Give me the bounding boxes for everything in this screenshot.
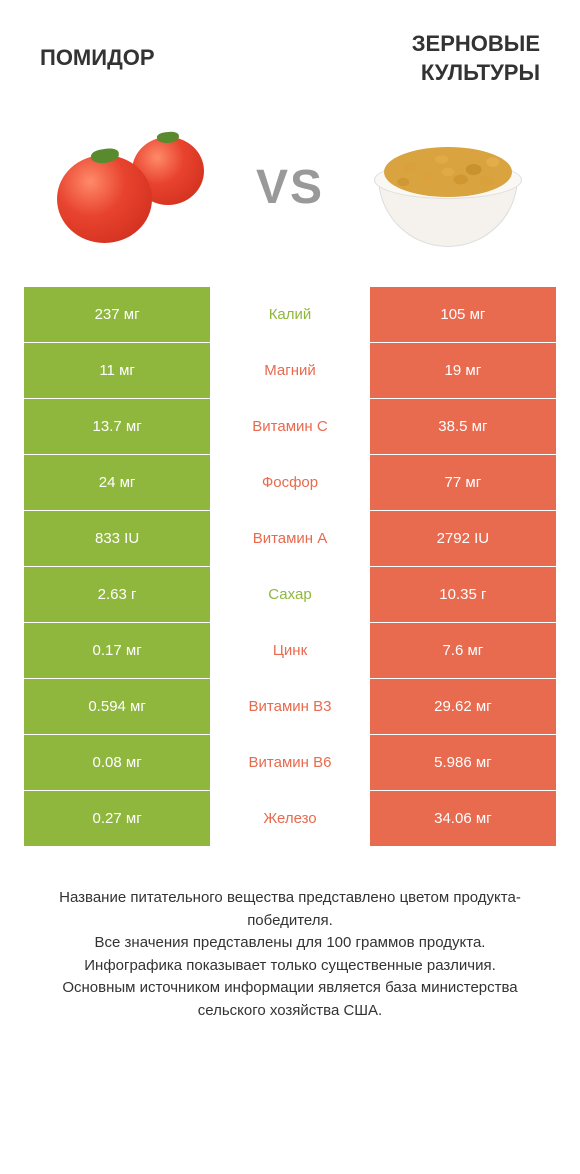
cell-right-value: 19 мг bbox=[370, 343, 556, 398]
table-row: 0.17 мгЦинк7.6 мг bbox=[24, 623, 556, 679]
cell-left-value: 0.17 мг bbox=[24, 623, 210, 678]
title-right: ЗЕРНОВЫЕ КУЛЬТУРЫ bbox=[290, 30, 540, 87]
cell-left-value: 0.594 мг bbox=[24, 679, 210, 734]
title-left: ПОМИДОР bbox=[40, 30, 290, 87]
cell-nutrient-label: Витамин C bbox=[210, 399, 370, 454]
cell-left-value: 24 мг bbox=[24, 455, 210, 510]
images-row: VS bbox=[0, 107, 580, 287]
cell-right-value: 77 мг bbox=[370, 455, 556, 510]
table-row: 0.27 мгЖелезо34.06 мг bbox=[24, 791, 556, 847]
cell-right-value: 10.35 г bbox=[370, 567, 556, 622]
cell-left-value: 237 мг bbox=[24, 287, 210, 342]
cell-nutrient-label: Цинк bbox=[210, 623, 370, 678]
cell-right-value: 2792 IU bbox=[370, 511, 556, 566]
footer-line: Основным источником информации является … bbox=[30, 977, 550, 1022]
cell-right-value: 5.986 мг bbox=[370, 735, 556, 790]
cereal-image bbox=[368, 117, 528, 257]
cell-left-value: 0.08 мг bbox=[24, 735, 210, 790]
table-row: 833 IUВитамин A2792 IU bbox=[24, 511, 556, 567]
table-row: 11 мгМагний19 мг bbox=[24, 343, 556, 399]
cell-left-value: 833 IU bbox=[24, 511, 210, 566]
footer-line: Все значения представлены для 100 граммо… bbox=[30, 932, 550, 955]
cell-nutrient-label: Калий bbox=[210, 287, 370, 342]
cell-nutrient-label: Витамин A bbox=[210, 511, 370, 566]
cell-right-value: 38.5 мг bbox=[370, 399, 556, 454]
table-row: 0.594 мгВитамин B329.62 мг bbox=[24, 679, 556, 735]
tomato-image bbox=[52, 117, 212, 257]
cell-right-value: 29.62 мг bbox=[370, 679, 556, 734]
cell-nutrient-label: Витамин B3 bbox=[210, 679, 370, 734]
table-row: 2.63 гСахар10.35 г bbox=[24, 567, 556, 623]
vs-label: VS bbox=[256, 160, 324, 215]
cell-right-value: 7.6 мг bbox=[370, 623, 556, 678]
table-row: 13.7 мгВитамин C38.5 мг bbox=[24, 399, 556, 455]
header: ПОМИДОР ЗЕРНОВЫЕ КУЛЬТУРЫ bbox=[0, 0, 580, 107]
table-row: 0.08 мгВитамин B65.986 мг bbox=[24, 735, 556, 791]
footer-notes: Название питательного вещества представл… bbox=[0, 847, 580, 1042]
footer-line: Название питательного вещества представл… bbox=[30, 887, 550, 932]
cell-left-value: 11 мг bbox=[24, 343, 210, 398]
cell-nutrient-label: Фосфор bbox=[210, 455, 370, 510]
cell-left-value: 0.27 мг bbox=[24, 791, 210, 846]
cell-nutrient-label: Сахар bbox=[210, 567, 370, 622]
cell-left-value: 13.7 мг bbox=[24, 399, 210, 454]
comparison-table: 237 мгКалий105 мг11 мгМагний19 мг13.7 мг… bbox=[0, 287, 580, 847]
table-row: 24 мгФосфор77 мг bbox=[24, 455, 556, 511]
cell-nutrient-label: Железо bbox=[210, 791, 370, 846]
table-row: 237 мгКалий105 мг bbox=[24, 287, 556, 343]
cell-left-value: 2.63 г bbox=[24, 567, 210, 622]
cell-right-value: 105 мг bbox=[370, 287, 556, 342]
footer-line: Инфографика показывает только существенн… bbox=[30, 955, 550, 978]
cell-right-value: 34.06 мг bbox=[370, 791, 556, 846]
cell-nutrient-label: Магний bbox=[210, 343, 370, 398]
cell-nutrient-label: Витамин B6 bbox=[210, 735, 370, 790]
